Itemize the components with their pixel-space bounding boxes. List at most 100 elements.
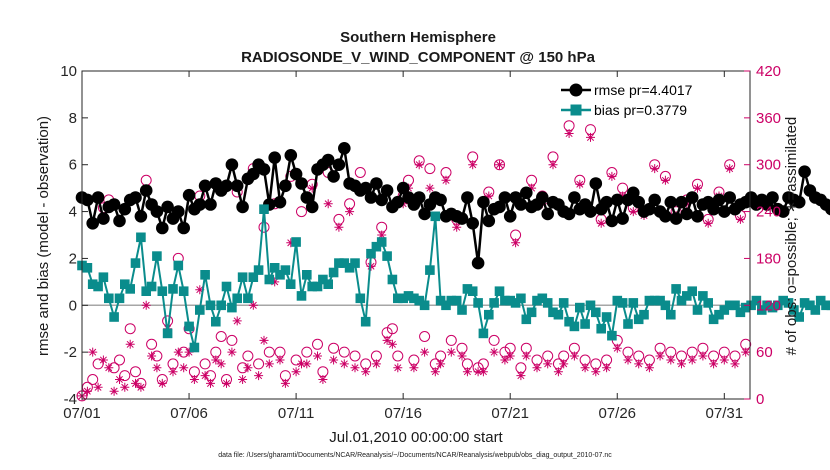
- bias-point: [671, 284, 681, 294]
- bias-point: [532, 295, 542, 306]
- right-y-tick-label: 240: [756, 204, 781, 221]
- bias-point: [419, 300, 430, 311]
- x-tick-label: 07/21: [491, 405, 529, 422]
- obs-possible-point: [226, 334, 238, 346]
- bias-point: [585, 300, 596, 311]
- obs-assimilated-point: [125, 339, 135, 349]
- bias-point: [478, 328, 489, 339]
- obs-possible-point: [199, 358, 211, 370]
- bias-point: [735, 307, 746, 318]
- bias-point: [575, 302, 585, 313]
- obs-assimilated-point: [559, 359, 569, 369]
- bias-point: [783, 298, 794, 308]
- bias-point: [719, 305, 730, 315]
- obs-assimilated-point: [109, 386, 119, 396]
- bias-point: [441, 300, 451, 311]
- legend: rmse pr=4.4017 bias pr=0.3779: [561, 82, 693, 118]
- rmse-point: [680, 207, 694, 221]
- bias-point: [130, 258, 141, 268]
- rmse-point: [498, 191, 512, 204]
- bias-point: [805, 300, 815, 311]
- bias-point: [607, 330, 617, 341]
- obs-assimilated-point: [93, 382, 103, 392]
- obs-assimilated-point: [98, 355, 108, 365]
- obs-assimilated-point: [141, 300, 151, 310]
- bias-point: [125, 284, 135, 294]
- plot-background: [82, 71, 750, 399]
- bias-point: [275, 270, 285, 280]
- obs-assimilated-point: [586, 132, 595, 142]
- bias-point: [489, 298, 499, 308]
- obs-assimilated-point: [189, 375, 199, 384]
- obs-assimilated-point: [650, 164, 660, 174]
- obs-possible-point: [392, 350, 404, 362]
- obs-assimilated-point: [462, 367, 472, 377]
- plot-area: [75, 70, 830, 402]
- bias-point: [189, 342, 200, 353]
- rmse-point: [611, 193, 624, 207]
- obs-assimilated-point: [382, 335, 392, 345]
- x-tick-label: 07/31: [706, 405, 744, 422]
- right-y-axis-label: # of obs: o=possible; ∗=assimilated: [783, 117, 800, 356]
- bias-point: [104, 293, 114, 304]
- obs-possible-point: [215, 331, 227, 342]
- bias-point: [484, 309, 494, 320]
- bias-point: [344, 263, 355, 273]
- obs-assimilated-point: [195, 285, 205, 295]
- bias-point: [553, 309, 564, 320]
- legend-rmse-marker: [569, 83, 583, 97]
- left-y-tick-label: 0: [69, 297, 77, 314]
- obs-assimilated-point: [120, 382, 130, 392]
- obs-assimilated-point: [425, 183, 435, 193]
- rmse-series: [75, 142, 830, 270]
- obs-assimilated-point: [318, 375, 328, 384]
- rmse-point: [268, 151, 282, 164]
- rmse-point: [300, 191, 314, 204]
- obs-possible-point: [124, 323, 136, 335]
- bias-point: [168, 284, 178, 294]
- bias-point: [414, 295, 424, 306]
- bias-point: [360, 316, 371, 327]
- rmse-point: [204, 198, 217, 211]
- right-y-tick-label: 120: [756, 297, 781, 314]
- bias-point: [232, 293, 242, 304]
- x-axis-label: Jul.01,2010 00:00:00 start: [329, 429, 503, 446]
- obs-assimilated-point: [628, 207, 638, 217]
- obs-assimilated-point: [131, 378, 140, 388]
- bias-point: [430, 211, 441, 222]
- obs-assimilated-point: [339, 359, 349, 369]
- obs-assimilated-point: [157, 378, 167, 388]
- obs-possible-point: [263, 346, 275, 358]
- rmse-point: [193, 198, 207, 211]
- left-y-tick-label: -4: [64, 391, 77, 408]
- bias-point: [221, 281, 232, 292]
- rmse-point: [225, 158, 239, 171]
- bias-point: [216, 300, 226, 311]
- bias-point: [248, 272, 259, 282]
- obs-assimilated-point: [564, 129, 574, 138]
- obs-assimilated-point: [414, 160, 424, 170]
- obs-assimilated-point: [168, 367, 178, 377]
- rmse-point: [568, 191, 581, 204]
- obs-assimilated-point: [264, 359, 274, 369]
- bias-point: [334, 258, 344, 268]
- bias-point: [730, 300, 740, 311]
- obs-possible-point: [445, 334, 457, 346]
- rmse-point: [643, 202, 656, 216]
- obs-assimilated-point: [735, 214, 745, 224]
- rmse-point: [305, 200, 319, 214]
- rmse-point: [289, 167, 303, 181]
- bias-point: [639, 309, 649, 320]
- bias-point: [339, 258, 350, 268]
- bias-point: [778, 295, 788, 306]
- rmse-point: [198, 179, 212, 193]
- obs-assimilated-point: [730, 359, 740, 369]
- bias-point: [141, 286, 151, 296]
- obs-assimilated-point: [323, 199, 333, 209]
- rmse-point: [391, 195, 405, 209]
- rmse-point: [675, 195, 688, 209]
- bias-point: [382, 251, 392, 261]
- bias-point: [655, 295, 665, 306]
- right-y-tick-label: 60: [756, 344, 773, 361]
- bias-point: [564, 316, 574, 327]
